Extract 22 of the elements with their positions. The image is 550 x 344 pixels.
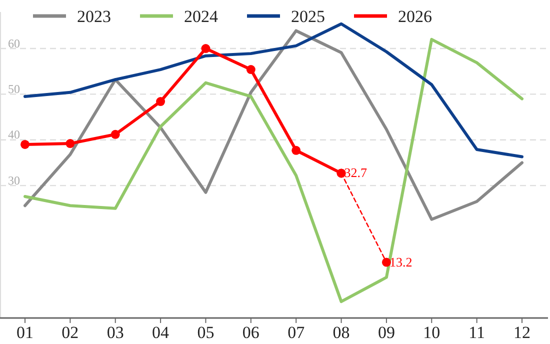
legend-label: 2023	[77, 7, 111, 26]
data-label: 32.7	[344, 165, 368, 180]
y-tick-label: 40	[8, 128, 20, 142]
data-label: 13.2	[389, 254, 412, 270]
x-tick-label: 08	[332, 323, 350, 342]
legend-label: 2026	[398, 7, 432, 26]
x-tick-label: 04	[152, 323, 170, 342]
legend-label: 2025	[291, 7, 325, 26]
y-tick-label: 60	[8, 36, 20, 50]
y-tick-label: 30	[8, 173, 20, 188]
y-tick-label: 50	[8, 82, 20, 96]
x-tick-label: 06	[242, 323, 260, 342]
x-tick-label: 11	[468, 323, 486, 342]
x-tick-label: 12	[514, 323, 530, 342]
x-tick-label: 05	[197, 323, 214, 342]
x-tick-label: 01	[16, 323, 34, 342]
x-tick-label: 02	[62, 323, 79, 342]
x-tick-label: 03	[106, 323, 124, 342]
x-tick-label: 07	[288, 323, 306, 342]
x-tick-label: 09	[378, 323, 395, 342]
legend-label: 2024	[184, 7, 218, 26]
x-tick-label: 10	[423, 323, 440, 342]
